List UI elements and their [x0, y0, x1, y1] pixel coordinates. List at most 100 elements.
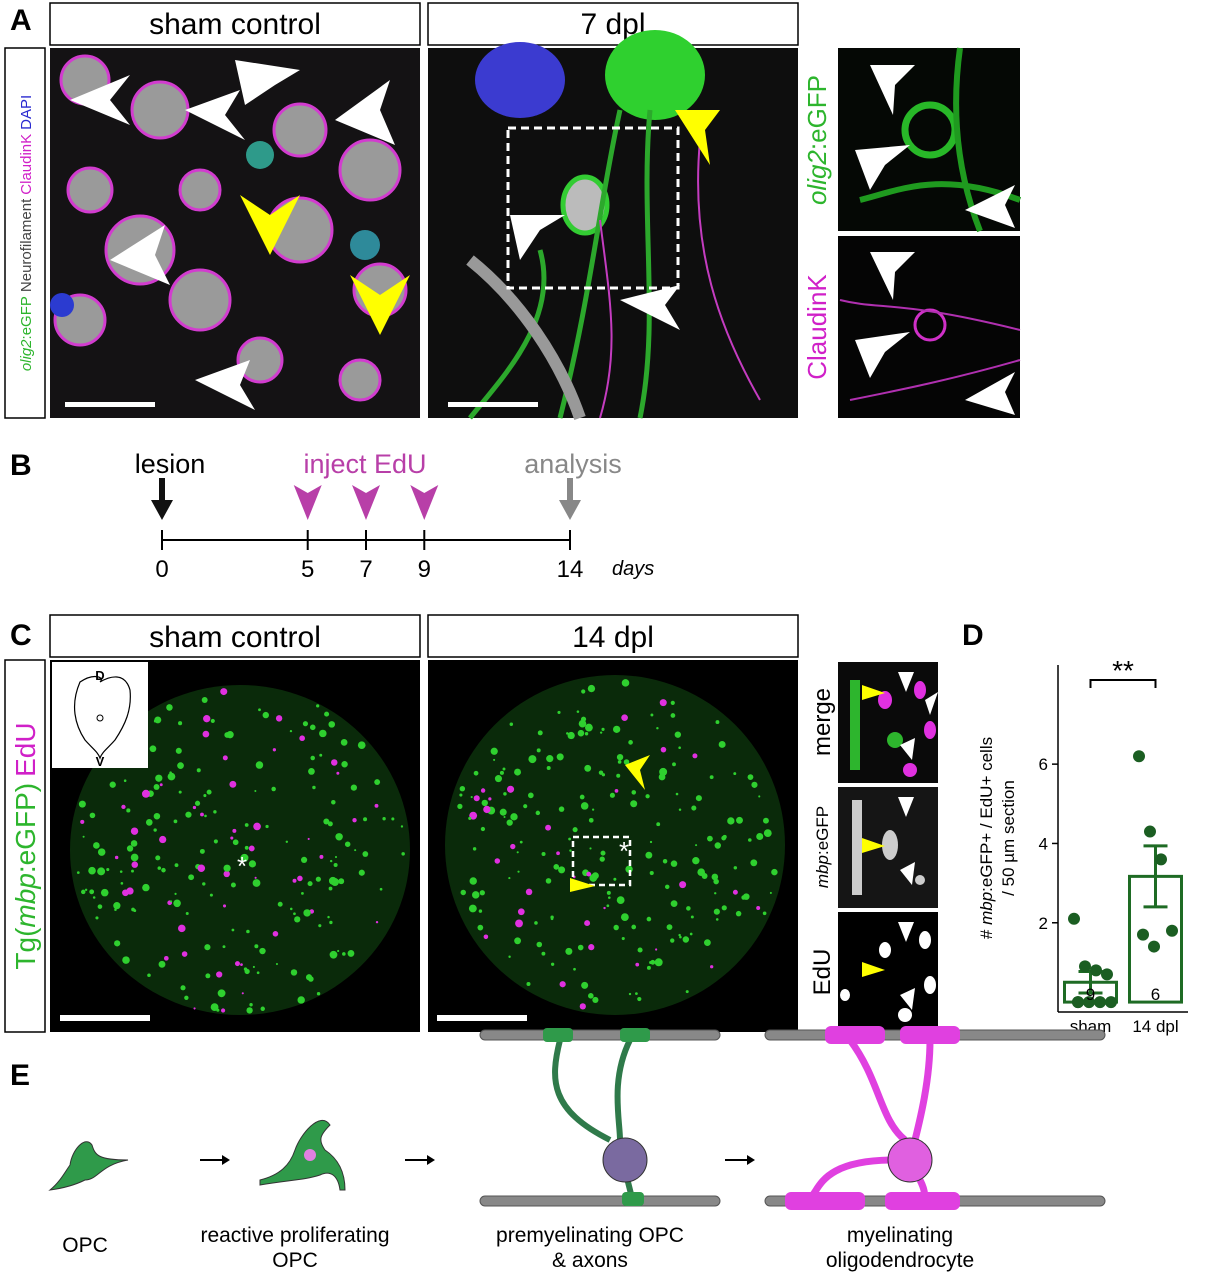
speckle [751, 781, 758, 788]
speckle [732, 889, 738, 895]
speckle [557, 710, 561, 714]
micrograph: * [428, 660, 798, 1032]
speckle [541, 951, 546, 956]
speckle [649, 840, 653, 844]
gene: olig2 [18, 339, 35, 371]
speckle [580, 802, 589, 810]
micrograph [50, 48, 420, 418]
stage-label: & axons [552, 1249, 628, 1272]
speckle [514, 937, 522, 945]
significance-label: ** [1112, 655, 1134, 686]
speckle [252, 879, 261, 887]
speckle [670, 900, 678, 908]
reporter: :eGFP [18, 296, 35, 339]
speckle [204, 814, 207, 818]
speckle [736, 816, 743, 824]
speckle [80, 819, 85, 824]
speckle [145, 819, 153, 826]
channel: ClaudinK [18, 134, 35, 195]
speckle [169, 771, 172, 774]
significance-bracket [1089, 679, 1157, 688]
speckle [178, 924, 186, 933]
speckle [598, 770, 604, 775]
speckle [748, 838, 752, 842]
channel-label: olig2:eGFP Neurofilament ClaudinK DAPI [18, 95, 35, 371]
speckle [217, 989, 226, 998]
tick-label: 14 [557, 556, 584, 583]
speckle [662, 859, 668, 864]
speckle [469, 811, 478, 820]
speckle [92, 896, 96, 899]
speckle [689, 932, 693, 936]
speckle [666, 924, 673, 931]
speckle [153, 719, 157, 723]
speckle [120, 882, 124, 885]
panel-title: sham control [149, 621, 321, 654]
speckle [149, 745, 157, 753]
speckle [319, 753, 323, 757]
speckle [213, 839, 218, 844]
speckle [670, 938, 675, 943]
speckle [670, 713, 676, 718]
y-axis-label: / 50 µm section [999, 780, 1018, 896]
speckle [690, 915, 694, 919]
speckle [483, 805, 491, 814]
speckle [319, 854, 324, 859]
speckle [246, 1007, 253, 1014]
speckle [200, 812, 204, 817]
speckle [244, 823, 249, 827]
speckle [130, 827, 139, 835]
speckle [617, 760, 622, 764]
data-point [1072, 996, 1084, 1009]
speckle [223, 870, 230, 878]
data-point [1155, 853, 1167, 866]
tick-label: 0 [155, 556, 168, 583]
injection-marker [293, 485, 322, 520]
speckle [188, 874, 195, 881]
speckle [506, 819, 513, 826]
speckle [584, 920, 591, 927]
speckle [649, 960, 653, 964]
speckle [199, 848, 205, 854]
speckle [400, 825, 404, 828]
speckle [550, 962, 555, 966]
orientation-label: D [95, 668, 104, 683]
speckle [701, 873, 708, 879]
speckle [762, 911, 767, 916]
speckle [545, 878, 552, 884]
speckle [204, 944, 211, 951]
speckle [78, 800, 86, 808]
speckle [196, 768, 201, 773]
speckle [328, 876, 337, 885]
speckle [468, 904, 477, 913]
data-point [1068, 912, 1080, 925]
speckle [630, 800, 638, 808]
speckle [258, 708, 261, 712]
speckle [771, 868, 778, 876]
speckle [184, 995, 189, 1000]
speckle [335, 833, 343, 841]
speckle [678, 746, 681, 750]
speckle [109, 781, 116, 788]
label-part: :eGFP+ / EdU+ cells [977, 737, 996, 892]
speckle [133, 909, 137, 913]
speckle [603, 906, 606, 910]
inset-label: olig2:eGFP [802, 75, 832, 205]
speckle [254, 876, 257, 879]
speckle [81, 889, 86, 895]
speckle [147, 973, 151, 978]
speckle [230, 836, 234, 840]
speckle [323, 818, 330, 825]
speckle [546, 755, 554, 763]
speckle [331, 799, 336, 805]
speckle [329, 859, 333, 863]
speckle [315, 876, 321, 882]
label-box [4, 47, 46, 419]
speckle [329, 950, 338, 959]
speckle [174, 863, 179, 868]
speckle [222, 904, 227, 908]
speckle [499, 770, 504, 775]
speckle [586, 871, 592, 877]
speckle [122, 956, 130, 964]
